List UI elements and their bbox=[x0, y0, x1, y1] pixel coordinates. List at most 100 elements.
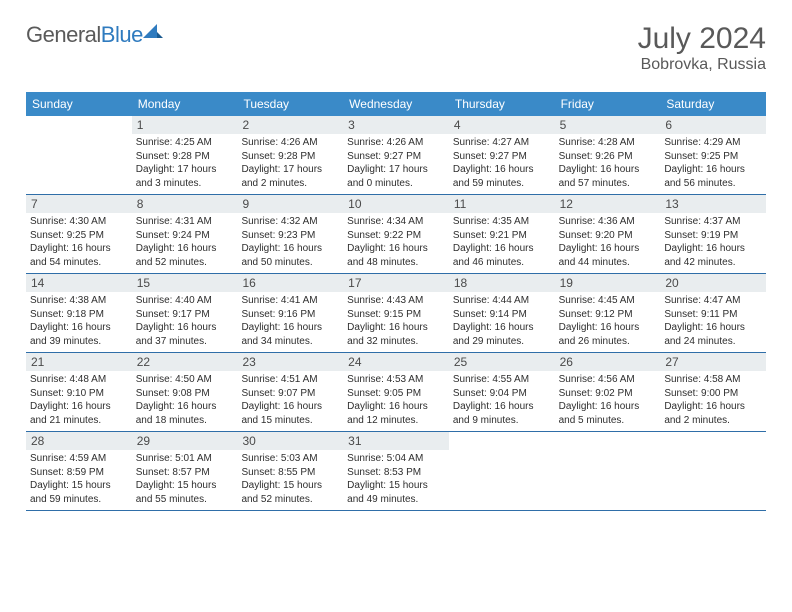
sunrise-line: Sunrise: 4:29 AM bbox=[664, 136, 762, 150]
calendar: SundayMondayTuesdayWednesdayThursdayFrid… bbox=[26, 92, 766, 511]
sunrise-line: Sunrise: 4:28 AM bbox=[559, 136, 657, 150]
sunrise-line: Sunrise: 4:48 AM bbox=[30, 373, 128, 387]
day-number: 19 bbox=[555, 274, 661, 292]
sunset-line: Sunset: 8:53 PM bbox=[347, 466, 445, 480]
sunrise-line: Sunrise: 4:44 AM bbox=[453, 294, 551, 308]
sunset-line: Sunset: 9:28 PM bbox=[136, 150, 234, 164]
sunset-line: Sunset: 9:21 PM bbox=[453, 229, 551, 243]
weekday-tuesday: Tuesday bbox=[237, 92, 343, 116]
daylight-line: Daylight: 16 hours bbox=[453, 242, 551, 256]
daylight-line: and 24 minutes. bbox=[664, 335, 762, 349]
daylight-line: Daylight: 16 hours bbox=[241, 242, 339, 256]
weekday-sunday: Sunday bbox=[26, 92, 132, 116]
day-cell-31: 31Sunrise: 5:04 AMSunset: 8:53 PMDayligh… bbox=[343, 432, 449, 510]
day-cell-19: 19Sunrise: 4:45 AMSunset: 9:12 PMDayligh… bbox=[555, 274, 661, 352]
daylight-line: and 39 minutes. bbox=[30, 335, 128, 349]
day-cell-17: 17Sunrise: 4:43 AMSunset: 9:15 PMDayligh… bbox=[343, 274, 449, 352]
daylight-line: and 15 minutes. bbox=[241, 414, 339, 428]
day-details: Sunrise: 4:51 AMSunset: 9:07 PMDaylight:… bbox=[237, 371, 343, 431]
sunrise-line: Sunrise: 4:53 AM bbox=[347, 373, 445, 387]
day-details: Sunrise: 4:25 AMSunset: 9:28 PMDaylight:… bbox=[132, 134, 238, 194]
day-number: 12 bbox=[555, 195, 661, 213]
day-number: 21 bbox=[26, 353, 132, 371]
daylight-line: and 2 minutes. bbox=[241, 177, 339, 191]
day-cell-27: 27Sunrise: 4:58 AMSunset: 9:00 PMDayligh… bbox=[660, 353, 766, 431]
day-number: 2 bbox=[237, 116, 343, 134]
day-details: Sunrise: 4:36 AMSunset: 9:20 PMDaylight:… bbox=[555, 213, 661, 273]
sunset-line: Sunset: 9:05 PM bbox=[347, 387, 445, 401]
day-number: 10 bbox=[343, 195, 449, 213]
weekday-friday: Friday bbox=[555, 92, 661, 116]
sunset-line: Sunset: 9:19 PM bbox=[664, 229, 762, 243]
daylight-line: and 34 minutes. bbox=[241, 335, 339, 349]
daylight-line: and 50 minutes. bbox=[241, 256, 339, 270]
sunrise-line: Sunrise: 4:37 AM bbox=[664, 215, 762, 229]
sunrise-line: Sunrise: 5:01 AM bbox=[136, 452, 234, 466]
sunset-line: Sunset: 9:15 PM bbox=[347, 308, 445, 322]
daylight-line: and 59 minutes. bbox=[30, 493, 128, 507]
day-cell-6: 6Sunrise: 4:29 AMSunset: 9:25 PMDaylight… bbox=[660, 116, 766, 194]
daylight-line: and 56 minutes. bbox=[664, 177, 762, 191]
daylight-line: Daylight: 16 hours bbox=[30, 400, 128, 414]
daylight-line: Daylight: 16 hours bbox=[559, 321, 657, 335]
daylight-line: Daylight: 16 hours bbox=[664, 242, 762, 256]
daylight-line: Daylight: 15 hours bbox=[30, 479, 128, 493]
daylight-line: and 29 minutes. bbox=[453, 335, 551, 349]
sunrise-line: Sunrise: 4:45 AM bbox=[559, 294, 657, 308]
sunrise-line: Sunrise: 4:50 AM bbox=[136, 373, 234, 387]
sunrise-line: Sunrise: 4:30 AM bbox=[30, 215, 128, 229]
daylight-line: Daylight: 16 hours bbox=[559, 400, 657, 414]
day-cell-7: 7Sunrise: 4:30 AMSunset: 9:25 PMDaylight… bbox=[26, 195, 132, 273]
logo-text: GeneralBlue bbox=[26, 22, 143, 48]
week-row: 28Sunrise: 4:59 AMSunset: 8:59 PMDayligh… bbox=[26, 432, 766, 511]
sunrise-line: Sunrise: 4:35 AM bbox=[453, 215, 551, 229]
day-cell-1: 1Sunrise: 4:25 AMSunset: 9:28 PMDaylight… bbox=[132, 116, 238, 194]
day-cell-22: 22Sunrise: 4:50 AMSunset: 9:08 PMDayligh… bbox=[132, 353, 238, 431]
day-details: Sunrise: 4:55 AMSunset: 9:04 PMDaylight:… bbox=[449, 371, 555, 431]
day-cell-10: 10Sunrise: 4:34 AMSunset: 9:22 PMDayligh… bbox=[343, 195, 449, 273]
sunset-line: Sunset: 8:57 PM bbox=[136, 466, 234, 480]
daylight-line: and 57 minutes. bbox=[559, 177, 657, 191]
sunset-line: Sunset: 9:17 PM bbox=[136, 308, 234, 322]
sunset-line: Sunset: 9:02 PM bbox=[559, 387, 657, 401]
day-number: 29 bbox=[132, 432, 238, 450]
sunrise-line: Sunrise: 4:34 AM bbox=[347, 215, 445, 229]
sunset-line: Sunset: 9:27 PM bbox=[347, 150, 445, 164]
daylight-line: Daylight: 16 hours bbox=[136, 400, 234, 414]
day-cell-16: 16Sunrise: 4:41 AMSunset: 9:16 PMDayligh… bbox=[237, 274, 343, 352]
daylight-line: and 3 minutes. bbox=[136, 177, 234, 191]
daylight-line: and 26 minutes. bbox=[559, 335, 657, 349]
daylight-line: and 55 minutes. bbox=[136, 493, 234, 507]
sunset-line: Sunset: 9:25 PM bbox=[30, 229, 128, 243]
sunrise-line: Sunrise: 4:36 AM bbox=[559, 215, 657, 229]
logo: GeneralBlue bbox=[26, 22, 165, 48]
weekday-header-row: SundayMondayTuesdayWednesdayThursdayFrid… bbox=[26, 92, 766, 116]
location-label: Bobrovka, Russia bbox=[638, 56, 766, 74]
day-cell-25: 25Sunrise: 4:55 AMSunset: 9:04 PMDayligh… bbox=[449, 353, 555, 431]
sunrise-line: Sunrise: 4:56 AM bbox=[559, 373, 657, 387]
day-cell-18: 18Sunrise: 4:44 AMSunset: 9:14 PMDayligh… bbox=[449, 274, 555, 352]
weekday-thursday: Thursday bbox=[449, 92, 555, 116]
day-number: 26 bbox=[555, 353, 661, 371]
sunrise-line: Sunrise: 4:47 AM bbox=[664, 294, 762, 308]
day-details: Sunrise: 4:32 AMSunset: 9:23 PMDaylight:… bbox=[237, 213, 343, 273]
day-cell-empty bbox=[660, 432, 766, 510]
day-number: 23 bbox=[237, 353, 343, 371]
day-details: Sunrise: 4:28 AMSunset: 9:26 PMDaylight:… bbox=[555, 134, 661, 194]
day-cell-29: 29Sunrise: 5:01 AMSunset: 8:57 PMDayligh… bbox=[132, 432, 238, 510]
day-number: 31 bbox=[343, 432, 449, 450]
logo-word1: General bbox=[26, 22, 101, 47]
sunrise-line: Sunrise: 4:41 AM bbox=[241, 294, 339, 308]
day-details: Sunrise: 4:43 AMSunset: 9:15 PMDaylight:… bbox=[343, 292, 449, 352]
day-number: 3 bbox=[343, 116, 449, 134]
day-details: Sunrise: 4:26 AMSunset: 9:28 PMDaylight:… bbox=[237, 134, 343, 194]
day-details: Sunrise: 4:44 AMSunset: 9:14 PMDaylight:… bbox=[449, 292, 555, 352]
day-number: 4 bbox=[449, 116, 555, 134]
sunset-line: Sunset: 9:04 PM bbox=[453, 387, 551, 401]
sunset-line: Sunset: 9:25 PM bbox=[664, 150, 762, 164]
day-number: 9 bbox=[237, 195, 343, 213]
sunset-line: Sunset: 9:28 PM bbox=[241, 150, 339, 164]
daylight-line: and 48 minutes. bbox=[347, 256, 445, 270]
day-cell-20: 20Sunrise: 4:47 AMSunset: 9:11 PMDayligh… bbox=[660, 274, 766, 352]
day-cell-empty bbox=[449, 432, 555, 510]
